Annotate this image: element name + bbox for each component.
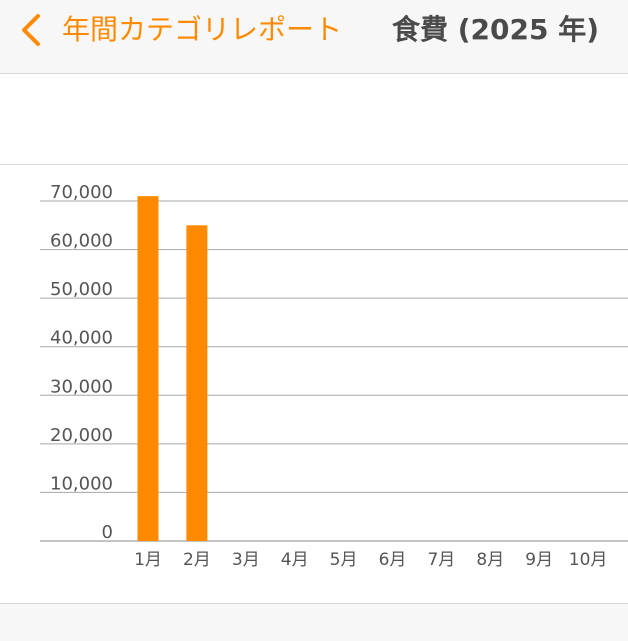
bar-chart: 0 10,000 20,000 30,000 40,000 50,000 60,000 70,… (40, 182, 628, 570)
back-link-label[interactable]: 年間カテゴリレポート (62, 13, 343, 46)
bar-chart-panel: 0 10,000 20,000 30,000 40,000 50,000 60,000 70,… (0, 164, 628, 604)
y-tick-label: 10,000 (50, 473, 113, 494)
y-tick-label: 50,000 (50, 279, 113, 300)
x-tick-label: 4月 (281, 550, 309, 570)
chevron-left-icon (22, 14, 40, 46)
bar[interactable] (137, 196, 159, 541)
x-tick-label: 8月 (476, 550, 504, 570)
back-button[interactable] (12, 12, 52, 52)
y-tick-label: 60,000 (50, 231, 113, 252)
y-tick-label: 70,000 (50, 182, 113, 203)
x-tick-label: 3月 (232, 550, 260, 570)
bar[interactable] (186, 225, 208, 541)
x-tick-label: 2月 (183, 550, 211, 570)
page-title: 食費 (2025 年) (392, 13, 600, 46)
x-tick-label: 7月 (427, 550, 455, 570)
x-tick-label: 6月 (379, 550, 407, 570)
x-tick-label: 5月 (330, 550, 358, 570)
navigation-bar: 年間カテゴリレポート 食費 (2025 年) (0, 0, 628, 74)
y-tick-label: 30,000 (50, 376, 113, 397)
x-tick-label: 1月 (134, 550, 162, 570)
y-tick-label: 40,000 (50, 328, 113, 349)
x-tick-label: 10月 (569, 550, 608, 570)
footer-area (0, 604, 628, 641)
y-tick-label: 0 (102, 522, 113, 543)
content-spacer (0, 74, 628, 164)
x-tick-label: 9月 (525, 550, 553, 570)
y-tick-label: 20,000 (50, 425, 113, 446)
